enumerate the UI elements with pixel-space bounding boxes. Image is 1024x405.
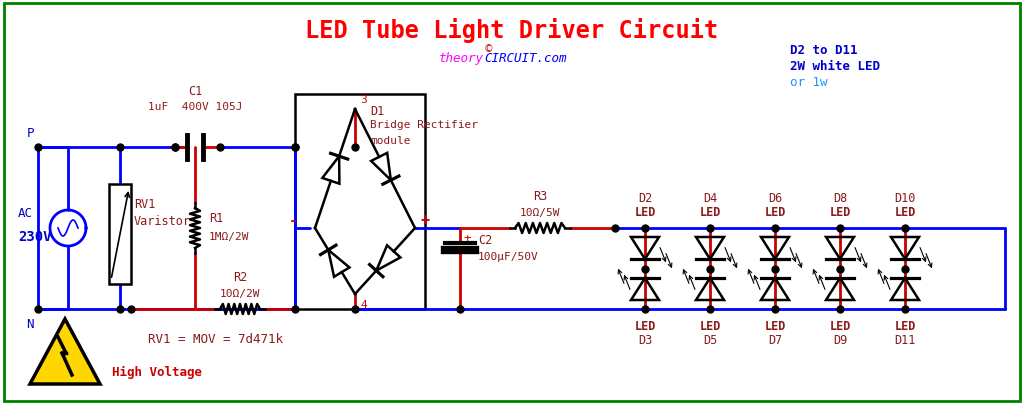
Text: D11: D11 bbox=[894, 333, 915, 346]
Text: 3: 3 bbox=[360, 95, 367, 105]
Text: LED: LED bbox=[699, 319, 721, 332]
Text: R2: R2 bbox=[232, 271, 247, 284]
Text: D8: D8 bbox=[833, 192, 847, 205]
Text: LED: LED bbox=[829, 319, 851, 332]
Text: AC: AC bbox=[18, 207, 33, 220]
Text: D9: D9 bbox=[833, 333, 847, 346]
Text: D6: D6 bbox=[768, 192, 782, 205]
Text: D2: D2 bbox=[638, 192, 652, 205]
Text: LED: LED bbox=[634, 319, 655, 332]
Text: D2 to D11: D2 to D11 bbox=[790, 44, 857, 57]
Text: P: P bbox=[27, 127, 34, 140]
Text: 10Ω/2W: 10Ω/2W bbox=[220, 288, 260, 298]
Text: LED: LED bbox=[894, 319, 915, 332]
Text: LED: LED bbox=[764, 205, 785, 218]
Text: 100μF/50V: 100μF/50V bbox=[478, 252, 539, 261]
Text: R1: R1 bbox=[209, 212, 223, 225]
Text: D10: D10 bbox=[894, 192, 915, 205]
Text: LED: LED bbox=[894, 205, 915, 218]
Text: C2: C2 bbox=[478, 234, 493, 247]
Text: 1uF  400V 105J: 1uF 400V 105J bbox=[147, 102, 243, 112]
Text: Bridge Rectifier: Bridge Rectifier bbox=[370, 120, 478, 130]
Text: 1MΩ/2W: 1MΩ/2W bbox=[209, 231, 250, 241]
Text: D5: D5 bbox=[702, 333, 717, 346]
Text: C1: C1 bbox=[187, 85, 202, 98]
Text: R3: R3 bbox=[532, 190, 547, 203]
Text: module: module bbox=[370, 136, 411, 146]
Text: D1: D1 bbox=[370, 105, 384, 118]
Polygon shape bbox=[30, 319, 100, 384]
Text: LED: LED bbox=[829, 205, 851, 218]
Text: ©: © bbox=[484, 44, 494, 54]
Text: Varistor: Varistor bbox=[134, 215, 191, 228]
Text: D7: D7 bbox=[768, 333, 782, 346]
Text: RV1 = MOV = 7d471k: RV1 = MOV = 7d471k bbox=[148, 333, 283, 345]
Text: -: - bbox=[289, 213, 298, 228]
Text: CIRCUIT.com: CIRCUIT.com bbox=[484, 52, 566, 65]
Text: LED: LED bbox=[764, 319, 785, 332]
Text: 2W white LED: 2W white LED bbox=[790, 60, 880, 73]
Text: 4: 4 bbox=[360, 299, 367, 309]
Text: D4: D4 bbox=[702, 192, 717, 205]
Bar bbox=[295, 95, 425, 309]
Text: 230V: 230V bbox=[18, 230, 51, 243]
Text: 10Ω/5W: 10Ω/5W bbox=[520, 207, 560, 217]
Text: D3: D3 bbox=[638, 333, 652, 346]
Text: RV1: RV1 bbox=[134, 198, 156, 211]
Text: N: N bbox=[27, 317, 34, 330]
Text: LED: LED bbox=[699, 205, 721, 218]
Text: +: + bbox=[463, 232, 470, 245]
Text: LED Tube Light Driver Circuit: LED Tube Light Driver Circuit bbox=[305, 18, 719, 43]
Text: theory: theory bbox=[439, 52, 484, 65]
Text: or 1w: or 1w bbox=[790, 76, 827, 89]
Text: LED: LED bbox=[634, 205, 655, 218]
Text: +: + bbox=[420, 213, 429, 228]
Bar bbox=[109, 185, 131, 284]
Text: High Voltage: High Voltage bbox=[112, 364, 202, 377]
